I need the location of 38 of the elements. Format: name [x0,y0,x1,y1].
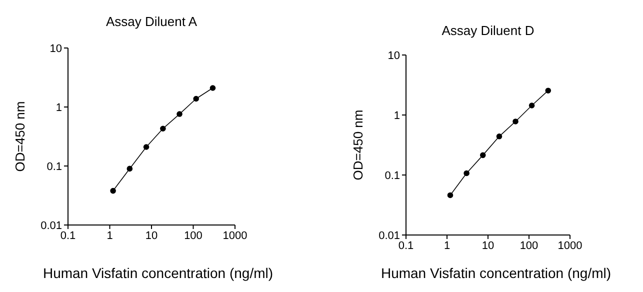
chart-title: Assay Diluent A [104,14,198,29]
y-tick-label: 0.1 [46,160,62,173]
point [143,144,150,150]
x-tick-label: 0.1 [60,230,76,242]
point [447,192,454,198]
y-tick-label: 1 [56,102,62,114]
x-tick-label: 1000 [222,230,248,242]
y-tick-label: 1 [394,110,400,122]
x-tick-label: 1 [444,240,450,252]
y-axis-title: OD=450 nm [350,110,366,180]
x-tick-label: 1000 [558,240,582,252]
point [528,102,535,108]
x-tick-label: 10 [145,230,158,242]
point [545,88,552,94]
point [496,133,502,140]
x-tick-label: 10 [482,240,494,252]
point [193,96,199,102]
x-tick-label: 100 [184,230,202,242]
y-tick-label: 10 [388,50,400,62]
point [110,188,116,194]
y-axis-title: OD=450 nm [12,101,28,172]
point [210,85,216,91]
point [464,170,470,176]
x-axis-title: Human Visfatin concentration (ng/ml) [42,265,274,281]
y-tick-label: 0.1 [384,170,400,182]
point [480,152,486,158]
y-tick-label: 0.01 [40,220,62,232]
y-tick-label: 0.01 [378,230,400,242]
y-tick-label: 10 [50,42,62,55]
point [126,166,133,172]
chart-title: Assay Diluent D [440,23,536,38]
point [512,118,518,124]
point [160,126,166,132]
x-tick-label: 0.1 [398,240,414,252]
x-tick-label: 100 [520,240,538,252]
x-tick-label: 1 [106,230,113,242]
x-axis-title: Human Visfatin concentration (ng/ml) [380,265,612,281]
point [176,111,182,117]
